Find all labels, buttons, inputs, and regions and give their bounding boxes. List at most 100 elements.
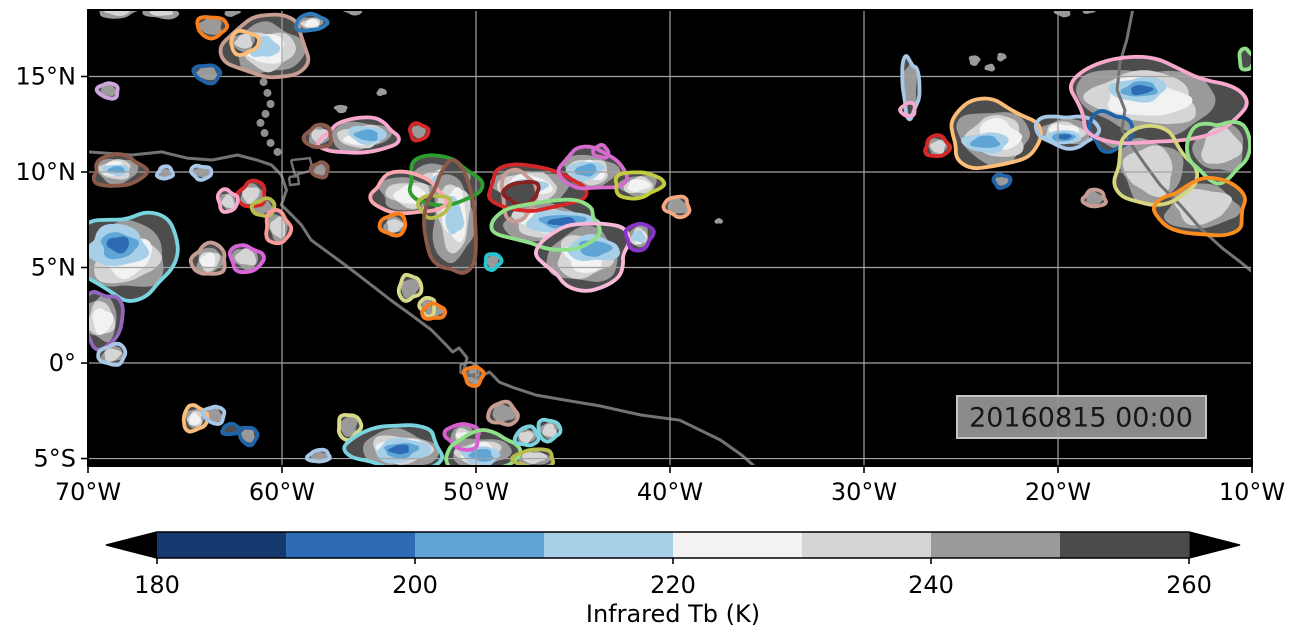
- colorbar-tick-label: 240: [908, 571, 954, 599]
- cluster-outline: [407, 121, 431, 143]
- cluster-fill: [106, 236, 129, 254]
- cluster-fill: [107, 166, 126, 173]
- island-dot: [259, 78, 268, 87]
- cluster-fill: [1201, 127, 1243, 164]
- x-tick-label: 30°W: [831, 478, 897, 506]
- cluster-outline: [301, 122, 334, 150]
- cluster-outline: [316, 115, 401, 155]
- cluster-outline: [483, 252, 504, 272]
- cluster-outline: [416, 193, 453, 220]
- cluster-outline: [227, 243, 266, 275]
- cluster-outline: [229, 28, 261, 57]
- gray-cloud-patch: [984, 63, 996, 72]
- gray-cloud-patch: [997, 52, 1007, 62]
- cluster-outline: [923, 133, 953, 158]
- island-dot: [256, 118, 265, 127]
- cluster-outline: [1033, 114, 1102, 151]
- cluster-outline: [461, 365, 486, 388]
- cluster-outline: [96, 341, 128, 367]
- gray-cloud-patch: [714, 217, 723, 224]
- cluster-fill: [1131, 84, 1154, 96]
- cluster-outline: [487, 162, 589, 213]
- colorbar-segment: [415, 532, 545, 558]
- cluster-outline: [422, 158, 478, 275]
- cluster-outline: [444, 428, 523, 466]
- cluster-fill: [304, 18, 320, 27]
- cluster-outline: [218, 12, 311, 80]
- island-dot: [260, 129, 269, 138]
- cluster-fill: [100, 84, 118, 97]
- cluster-outline: [215, 187, 240, 214]
- cluster-outline: [308, 160, 330, 180]
- island-dot: [261, 109, 270, 118]
- cluster-outline: [898, 100, 917, 118]
- gray-cloud-patch: [376, 88, 387, 97]
- cluster-fill: [574, 163, 597, 177]
- cluster-outline: [189, 163, 214, 182]
- cluster-outline: [94, 81, 120, 101]
- cluster-outline: [536, 417, 563, 444]
- cluster-outline: [500, 167, 539, 224]
- cluster-outline: [88, 290, 125, 352]
- cluster-fill: [995, 176, 1009, 188]
- cluster-fill: [242, 187, 260, 204]
- cluster-outline: [1112, 123, 1200, 207]
- cluster-fill: [400, 279, 420, 300]
- cluster-fill: [221, 194, 235, 209]
- timestamp-annotation: 20160815 00:00: [956, 395, 1207, 439]
- cluster-fill: [353, 129, 378, 142]
- colorbar-segment: [802, 532, 932, 558]
- island-dot: [266, 138, 275, 147]
- cluster-fill: [387, 444, 410, 455]
- cluster-fill: [189, 412, 201, 426]
- cluster-outline: [88, 210, 180, 303]
- cluster-fill: [969, 135, 1001, 148]
- colorbar-right-arrow: [1189, 532, 1240, 558]
- cluster-fill: [542, 423, 557, 437]
- colorbar-label: Infrared Tb (K): [586, 600, 760, 628]
- cluster-outline: [512, 424, 541, 448]
- cluster-fill: [518, 431, 534, 444]
- cluster-fill: [313, 164, 328, 176]
- cluster-outline: [377, 211, 408, 238]
- cluster-outline: [155, 164, 176, 181]
- x-tick-label: 10°W: [1219, 478, 1285, 506]
- cluster-fill: [234, 248, 257, 266]
- y-tick-label: 0°: [49, 349, 76, 377]
- cluster-outline: [396, 272, 424, 303]
- cluster-fill: [386, 219, 404, 233]
- gray-cloud-patch: [342, 10, 363, 16]
- cluster-fill: [205, 408, 223, 422]
- island-dot: [263, 88, 272, 97]
- x-tick-label: 70°W: [55, 478, 121, 506]
- gray-cloud-patch: [224, 10, 241, 17]
- cluster-outline: [1080, 187, 1108, 209]
- cluster-fill: [631, 230, 646, 243]
- y-axis: 15°N 10°N 5°N 0° 5°S: [16, 62, 88, 473]
- colorbar-segment: [157, 532, 287, 558]
- cluster-fill: [1085, 191, 1104, 206]
- y-tick-label: 15°N: [16, 62, 77, 90]
- cluster-fill: [239, 428, 256, 443]
- cluster-fill: [627, 179, 651, 193]
- cluster-outline: [510, 447, 556, 466]
- colorbar-tick-label: 220: [650, 571, 696, 599]
- colorbar-tick-label: 260: [1166, 571, 1212, 599]
- cluster-outline: [591, 143, 611, 160]
- gray-cloud-patch: [149, 10, 174, 16]
- y-tick-label: 5°N: [31, 254, 76, 282]
- cluster-fill: [667, 197, 689, 214]
- cluster-outline: [949, 96, 1043, 171]
- cluster-fill: [410, 125, 426, 140]
- cluster-outline: [201, 404, 227, 426]
- colorbar-left-arrow: [106, 532, 157, 558]
- cluster-outline: [442, 422, 482, 452]
- cluster-outline: [991, 172, 1013, 190]
- cluster-outline: [181, 403, 210, 434]
- cluster-outline: [1068, 54, 1249, 146]
- cluster-fill: [234, 34, 253, 49]
- coastline-island: [287, 174, 301, 187]
- cluster-fill: [104, 348, 122, 362]
- cluster-outline: [220, 421, 243, 437]
